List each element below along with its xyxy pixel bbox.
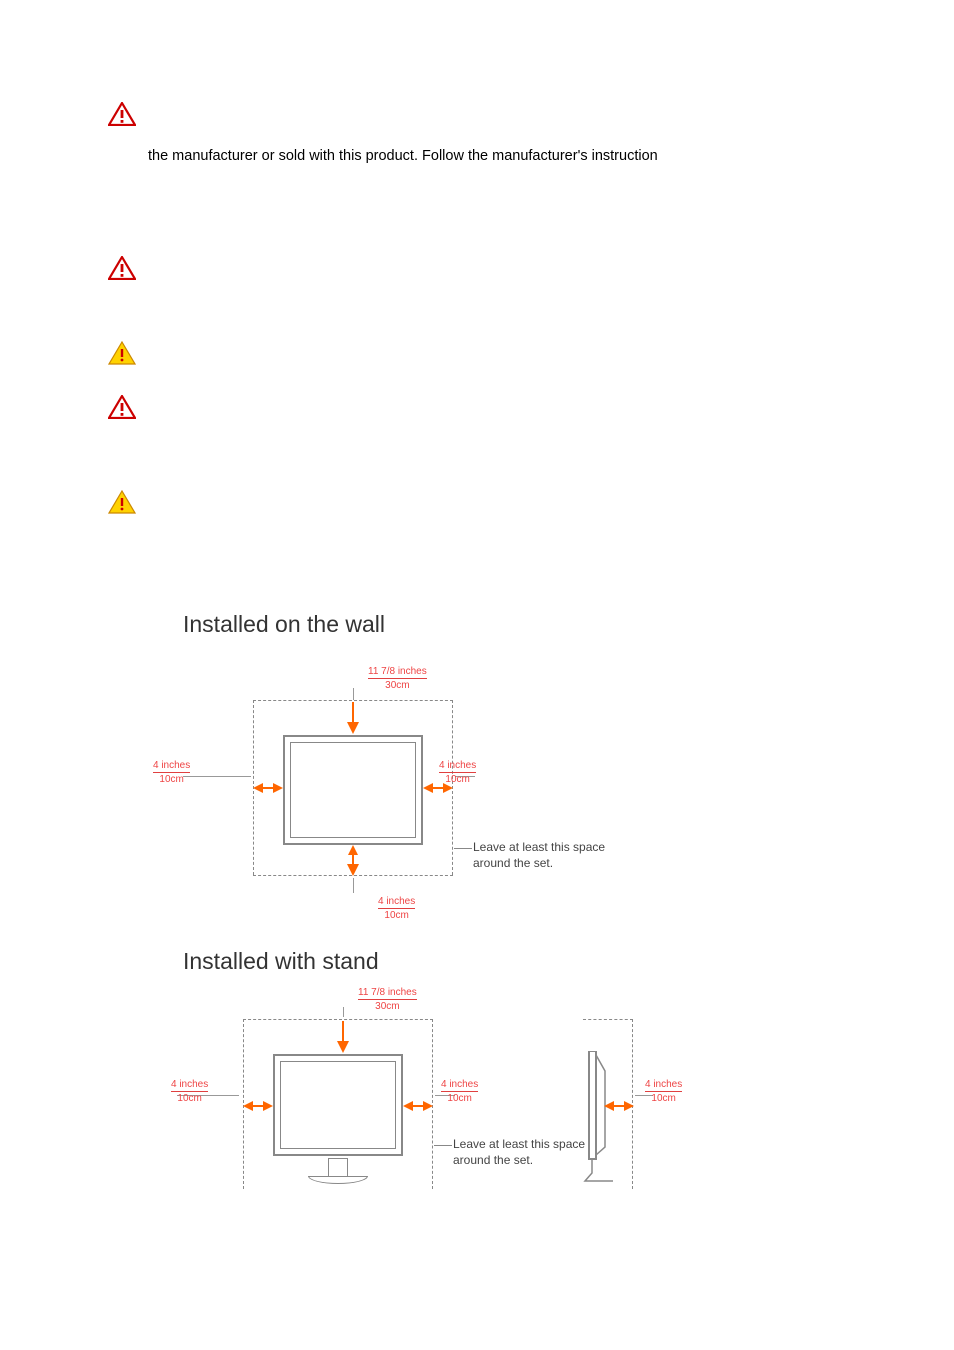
- left-arrow-head-r: [273, 783, 283, 793]
- stand-diagram: 11 7/8 inches 30cm 4 inches: [183, 985, 723, 1225]
- left-arrow-head-l: [253, 783, 263, 793]
- dim-guide: [343, 1007, 344, 1017]
- warning-yellow-icon: [108, 341, 136, 365]
- warning-block: hidden warning text line one that goes h…: [108, 254, 846, 299]
- note-text: Leave at least this space around the set…: [453, 1137, 585, 1168]
- side-arrow-head-l: [604, 1101, 614, 1111]
- document-page: line one hidden content that is suggeste…: [0, 0, 954, 1265]
- tv-screen: [290, 742, 416, 838]
- left-arrow-head-l: [243, 1101, 253, 1111]
- right-arrow-head-l: [403, 1101, 413, 1111]
- left-dimension: 4 inches 10cm: [171, 1079, 208, 1104]
- bottom-arrow-head-u: [348, 845, 358, 855]
- top-arrow: [352, 702, 354, 724]
- warning-block: line one hidden content that is suggeste…: [108, 100, 846, 190]
- left-dimension: 4 inches 10cm: [153, 760, 190, 785]
- side-arrow-head-r: [624, 1101, 634, 1111]
- right-arrow-head-l: [423, 783, 433, 793]
- right-dimension: 4 inches 10cm: [441, 1079, 478, 1104]
- top-arrow-head: [347, 722, 359, 734]
- warning-yellow-icon: [108, 490, 136, 514]
- warning-red-icon: [108, 256, 136, 280]
- note-leader: [454, 848, 472, 849]
- top-arrow-head: [337, 1041, 349, 1053]
- warning-red-icon: [108, 395, 136, 419]
- note-leader: [434, 1145, 452, 1146]
- tv-stand-neck: [328, 1158, 348, 1176]
- warning-block: hidden caution text single line here: [108, 339, 846, 365]
- warning-text: hidden warning text line one that goes h…: [148, 254, 846, 299]
- bottom-arrow-head-d: [347, 864, 359, 876]
- wall-diagram: 11 7/8 inches 30cm 4 inches 10cm: [183, 648, 683, 928]
- tv-side-view: [583, 1051, 623, 1191]
- left-dim-guide: [183, 776, 251, 777]
- note-text: Leave at least this space around the set…: [473, 840, 605, 871]
- tv-screen: [280, 1061, 396, 1149]
- right-arrow-head-r: [423, 1101, 433, 1111]
- bottom-dimension: 4 inches 10cm: [378, 896, 415, 921]
- installation-diagrams: Installed on the wall 11 7/8 inches 30cm: [108, 611, 846, 1225]
- left-arrow-head-r: [263, 1101, 273, 1111]
- bottom-dim-guide: [353, 878, 354, 893]
- side-dimension: 4 inches 10cm: [645, 1079, 682, 1104]
- top-dimension: 11 7/8 inches 30cm: [368, 666, 427, 691]
- warning-text: hidden caution text single line here: [148, 339, 846, 361]
- top-dimension: 11 7/8 inches 30cm: [358, 987, 417, 1012]
- warning-block: hidden warning text line one content her…: [108, 393, 846, 460]
- warning-text: hidden warning text line one content her…: [148, 393, 846, 460]
- warning-text: hidden caution text line onehidden line …: [148, 488, 846, 533]
- warning-block: hidden caution text line onehidden line …: [108, 488, 846, 533]
- top-arrow: [342, 1021, 344, 1043]
- stand-diagram-title: Installed with stand: [183, 948, 846, 975]
- warning-red-icon: [108, 102, 136, 126]
- warning-text: line one hidden content that is suggeste…: [148, 100, 846, 190]
- wall-diagram-title: Installed on the wall: [183, 611, 846, 638]
- right-dimension: 4 inches 10cm: [439, 760, 476, 785]
- dim-guide: [353, 688, 354, 700]
- visible-text: the manufacturer or sold with this produ…: [148, 148, 658, 164]
